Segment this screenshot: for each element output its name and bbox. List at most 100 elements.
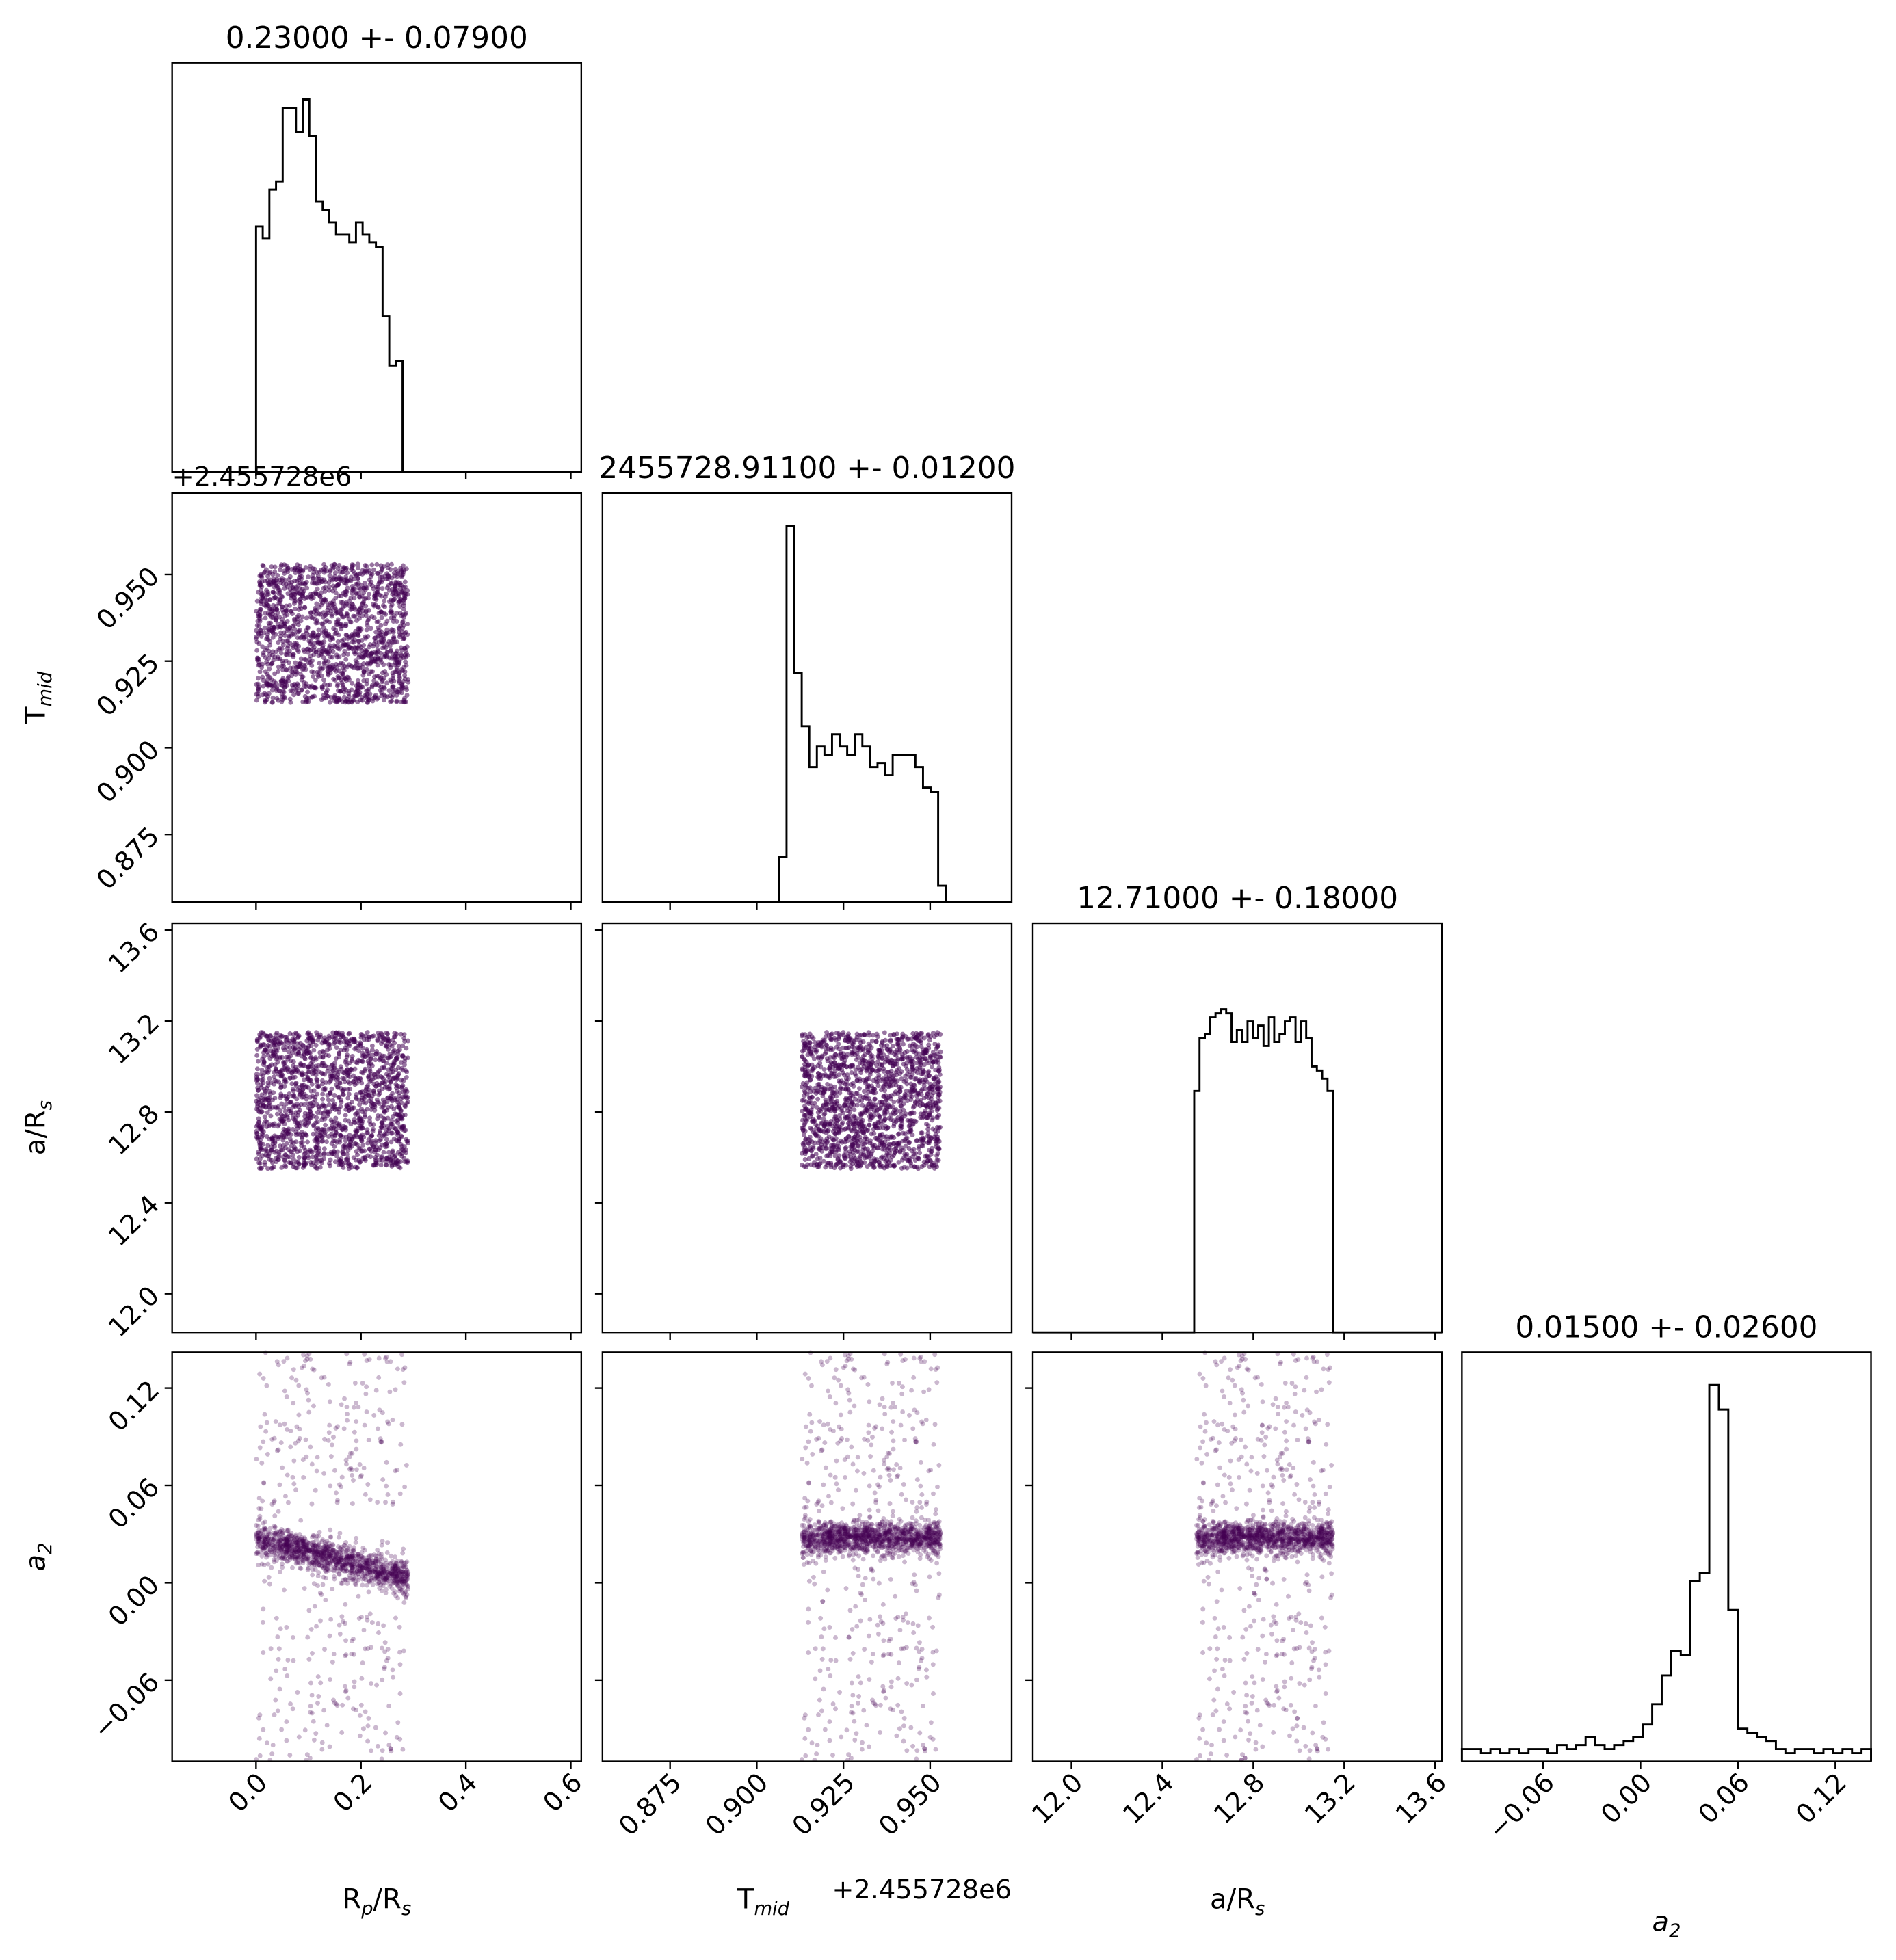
scatter-point: [372, 694, 378, 700]
scatter-point: [276, 669, 280, 674]
scatter-point: [337, 562, 342, 568]
scatter-point: [877, 1048, 882, 1053]
scatter-point: [378, 675, 384, 680]
scatter-point: [383, 611, 389, 617]
scatter-point: [358, 1076, 364, 1082]
scatter-point: [321, 1146, 327, 1152]
scatter-point: [935, 1151, 940, 1156]
scatter-point: [319, 579, 324, 584]
scatter-point: [867, 1122, 872, 1128]
scatter-point: [322, 634, 328, 639]
scatter-point: [284, 667, 289, 673]
histogram-bin-ars: [1253, 1038, 1259, 1333]
scatter-point: [843, 1156, 848, 1161]
scatter-point: [919, 1130, 925, 1136]
scatter-point: [260, 692, 265, 698]
scatter-point: [261, 1054, 267, 1059]
histogram-bin-ars: [1259, 1026, 1264, 1333]
title-ars: 12.71000 +- 0.18000: [1077, 881, 1398, 916]
scatter-point: [917, 1038, 922, 1044]
scatter-point: [258, 1034, 263, 1039]
scatter-point: [278, 601, 283, 607]
scatter-point: [305, 1046, 311, 1051]
scatter-point: [296, 628, 302, 634]
scatter-point: [283, 1038, 289, 1044]
histogram-bin-rp: [273, 189, 276, 472]
histogram-bin-rp: [396, 361, 399, 472]
scatter-point: [893, 1061, 898, 1067]
scatter-point: [262, 625, 267, 631]
scatter-point: [291, 652, 296, 657]
scatter-point: [799, 1150, 804, 1156]
scatter-point: [930, 1031, 936, 1036]
scatter-point: [846, 1087, 851, 1092]
scatter-point: [341, 614, 347, 620]
scatter-tmid-vs-ars: [799, 1030, 943, 1171]
scatter-point: [832, 1084, 837, 1089]
scatter-point: [910, 1104, 916, 1110]
scatter-point: [368, 1122, 373, 1127]
scatter-point: [263, 692, 269, 698]
histogram-bin-rp: [289, 107, 293, 471]
scatter-point: [394, 619, 399, 624]
histogram-bin-rp: [276, 181, 280, 472]
scatter-point: [801, 1113, 806, 1118]
scatter-point: [904, 1135, 910, 1141]
scatter-point: [332, 631, 338, 637]
histogram-bin-rp: [306, 100, 309, 472]
scatter-point: [263, 698, 267, 703]
scatter-point: [269, 687, 275, 693]
histogram-bin-tmid: [931, 792, 938, 903]
scatter-point: [310, 1059, 315, 1064]
scatter-point: [866, 1089, 871, 1095]
scatter-point: [856, 1055, 861, 1060]
scatter-point: [351, 639, 356, 645]
scatter-point: [895, 1042, 900, 1047]
histogram-bin-tmid: [817, 747, 824, 902]
scatter-point: [806, 1137, 811, 1142]
scatter-point: [313, 590, 318, 595]
scatter-point: [404, 1159, 410, 1164]
scatter-point: [888, 1037, 893, 1043]
scatter-point: [339, 660, 344, 665]
scatter-point: [934, 1158, 940, 1163]
scatter-point: [274, 1111, 280, 1117]
scatter-point: [351, 568, 356, 574]
scatter-point: [311, 630, 316, 635]
scatter-point: [265, 637, 271, 642]
scatter-point: [358, 1118, 363, 1124]
histogram-bin-rp: [266, 239, 269, 472]
scatter-point: [845, 1072, 850, 1078]
scatter-point: [263, 615, 268, 621]
scatter-point: [392, 1075, 397, 1081]
histogram-bin-rp: [279, 181, 282, 472]
scatter-point: [284, 1035, 289, 1040]
scatter-point: [362, 581, 367, 586]
scatter-point: [397, 611, 403, 615]
scatter-point: [395, 689, 401, 695]
scatter-point: [308, 647, 314, 652]
scatter-point: [832, 1074, 837, 1079]
scatter-point: [873, 1039, 879, 1044]
scatter-point: [330, 1098, 336, 1103]
histogram-bin-ars: [1295, 1042, 1301, 1332]
scatter-point: [358, 1043, 363, 1048]
scatter-point: [364, 570, 369, 575]
scatter-point: [868, 1104, 873, 1110]
scatter-point: [826, 1161, 831, 1165]
scatter-point: [365, 1107, 370, 1112]
scatter-point: [374, 643, 380, 648]
scatter-point: [389, 561, 394, 567]
scatter-point: [804, 1085, 809, 1090]
scatter-point: [821, 1117, 826, 1122]
scatter-point: [320, 622, 326, 627]
histogram-bin-a2: [1785, 1753, 1795, 1762]
scatter-point: [369, 1048, 375, 1052]
scatter-point: [338, 1097, 343, 1102]
scatter-point: [388, 567, 393, 572]
scatter-point: [886, 1141, 892, 1147]
scatter-point: [917, 1058, 923, 1063]
scatter-point: [354, 1111, 360, 1116]
scatter-point: [272, 569, 278, 574]
scatter-point: [329, 1141, 334, 1146]
